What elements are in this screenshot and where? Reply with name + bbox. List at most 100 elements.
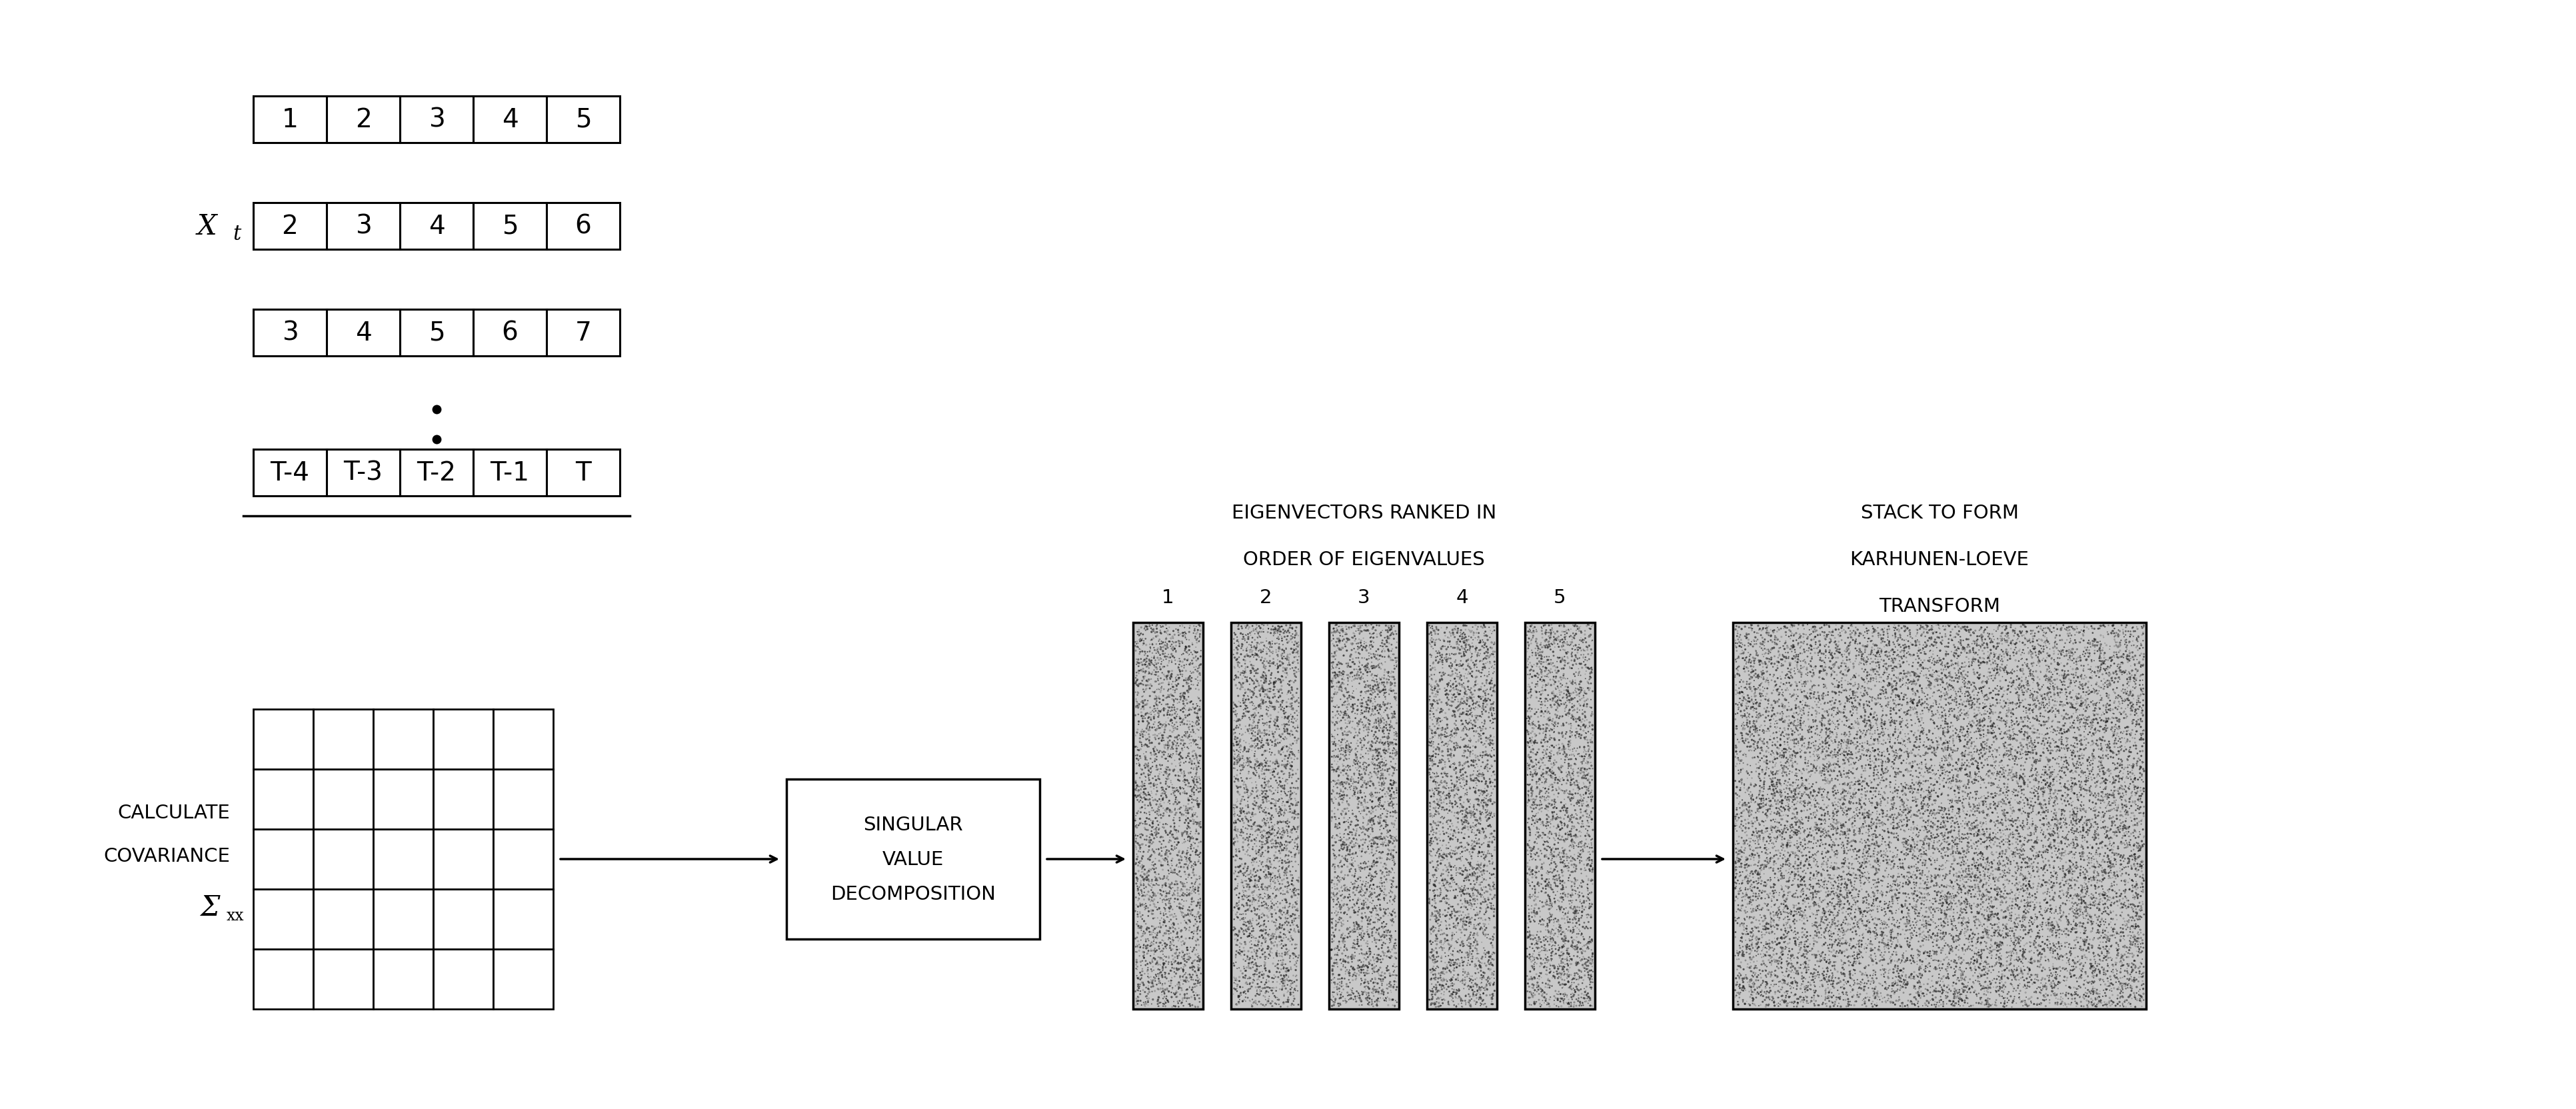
Point: [1466, 692, 1507, 710]
Point: [1940, 683, 1981, 701]
Point: [1463, 872, 1504, 889]
Point: [1963, 996, 2004, 1014]
Point: [2071, 894, 2112, 912]
Point: [1337, 892, 1378, 909]
Point: [1270, 920, 1311, 938]
Point: [1888, 920, 1929, 938]
Point: [1721, 694, 1762, 712]
Point: [1991, 813, 2032, 831]
Point: [2048, 863, 2089, 881]
Point: [2043, 830, 2084, 847]
Point: [1417, 678, 1458, 695]
Point: [1118, 730, 1159, 747]
Point: [1775, 724, 1816, 742]
Point: [1267, 967, 1309, 985]
Point: [2007, 924, 2048, 942]
Point: [1412, 682, 1453, 700]
Point: [2032, 884, 2074, 902]
Point: [1947, 706, 1989, 724]
Point: [1257, 834, 1298, 852]
Point: [1868, 745, 1909, 763]
Point: [1816, 815, 1857, 833]
Point: [1224, 803, 1265, 821]
Point: [1878, 988, 1919, 1006]
Point: [1167, 902, 1208, 919]
Point: [2074, 683, 2115, 701]
Point: [1772, 805, 1814, 823]
Point: [1847, 622, 1888, 640]
Point: [1273, 710, 1314, 728]
Point: [1340, 872, 1381, 889]
Point: [2025, 837, 2066, 855]
Point: [1811, 770, 1852, 787]
Point: [1257, 849, 1298, 867]
Point: [1234, 762, 1275, 780]
Point: [1873, 617, 1914, 634]
Point: [1919, 887, 1960, 905]
Point: [1747, 810, 1788, 827]
Point: [1164, 957, 1206, 975]
Point: [1808, 756, 1850, 774]
Point: [1419, 792, 1461, 810]
Point: [1342, 960, 1383, 978]
Point: [1327, 642, 1368, 660]
Point: [1811, 804, 1852, 822]
Point: [1468, 649, 1510, 667]
Point: [2115, 876, 2156, 894]
Point: [1507, 785, 1548, 803]
Point: [1798, 946, 1839, 964]
Point: [1164, 767, 1206, 785]
Point: [1355, 740, 1396, 757]
Point: [1468, 886, 1510, 904]
Point: [1973, 873, 2014, 891]
Point: [2112, 637, 2154, 654]
Point: [1929, 663, 1971, 681]
Point: [1852, 752, 1893, 770]
Point: [2110, 804, 2151, 822]
Point: [1765, 938, 1806, 956]
Point: [1412, 746, 1453, 764]
Point: [1819, 916, 1860, 934]
Point: [1762, 903, 1803, 920]
Point: [1512, 644, 1553, 662]
Point: [2063, 956, 2105, 974]
Point: [1744, 849, 1785, 867]
Point: [1149, 977, 1190, 995]
Point: [1533, 774, 1574, 792]
Point: [1963, 787, 2004, 805]
Point: [1144, 883, 1185, 901]
Point: [2050, 962, 2092, 979]
Point: [1139, 825, 1180, 843]
Point: [1440, 691, 1481, 709]
Point: [1319, 795, 1360, 813]
Point: [1249, 639, 1291, 657]
Point: [1955, 631, 1996, 649]
Point: [1716, 659, 1757, 676]
Point: [1801, 722, 1842, 740]
Point: [1510, 665, 1551, 683]
Point: [1358, 815, 1399, 833]
Point: [1963, 834, 2004, 852]
Point: [1118, 917, 1159, 935]
Point: [1546, 783, 1587, 801]
Point: [1239, 770, 1280, 787]
Point: [1739, 652, 1780, 670]
Point: [1821, 619, 1862, 637]
Point: [1417, 816, 1458, 834]
Point: [1971, 633, 2012, 651]
Point: [1453, 720, 1494, 737]
Point: [1940, 997, 1981, 1015]
Point: [2053, 949, 2094, 967]
Point: [1538, 696, 1579, 714]
Point: [1260, 790, 1301, 807]
Point: [1422, 969, 1463, 987]
Point: [1242, 681, 1283, 699]
Point: [1953, 682, 1994, 700]
Point: [1151, 679, 1193, 696]
Point: [1157, 887, 1198, 905]
Point: [1757, 680, 1798, 698]
Point: [2032, 822, 2074, 840]
Point: [2079, 894, 2120, 912]
Point: [1888, 994, 1929, 1011]
Point: [1762, 895, 1803, 913]
